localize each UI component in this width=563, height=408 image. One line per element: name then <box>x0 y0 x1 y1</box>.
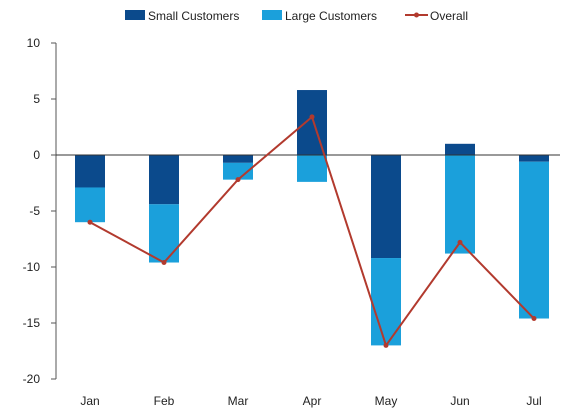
legend-item-large-customers: Large Customers <box>262 9 377 23</box>
x-tick-label: Jan <box>80 394 99 408</box>
bar-small-customers-may <box>371 155 401 259</box>
x-tick-label: Jul <box>526 394 541 408</box>
bar-large-customers-jul <box>519 161 549 319</box>
y-tick-label: -10 <box>23 260 41 274</box>
bar-large-customers-jan <box>75 187 105 223</box>
x-tick-label: Jun <box>450 394 469 408</box>
x-tick-label: Mar <box>228 394 249 408</box>
bar-small-customers-feb <box>149 155 179 205</box>
y-axis: 10 5 0 -5 -10 -15 -20 <box>23 36 57 386</box>
x-tick-label: Apr <box>303 394 322 408</box>
y-tick-label: -20 <box>23 372 41 386</box>
bar-small-customers-jul <box>519 155 549 162</box>
overall-point-jul <box>531 316 537 322</box>
bar-large-customers-jun <box>445 155 475 254</box>
bar-small-customers-jan <box>75 155 105 188</box>
legend-swatch-large-customers <box>262 10 282 20</box>
bar-small-customers-mar <box>223 155 253 163</box>
y-tick-label: -15 <box>23 316 41 330</box>
legend: Small Customers Large Customers Overall <box>125 9 468 23</box>
legend-marker-overall <box>414 12 419 18</box>
overall-point-jan <box>87 219 93 225</box>
legend-item-small-customers: Small Customers <box>125 9 239 23</box>
x-tick-label: Feb <box>154 394 175 408</box>
legend-swatch-small-customers <box>125 10 145 20</box>
legend-item-overall: Overall <box>405 9 468 23</box>
bar-large-customers-feb <box>149 204 179 263</box>
legend-label-overall: Overall <box>430 9 468 23</box>
overall-point-feb <box>161 260 167 266</box>
x-axis: Jan Feb Mar Apr May Jun Jul <box>80 394 541 408</box>
legend-label-large-customers: Large Customers <box>285 9 377 23</box>
y-tick-label: 10 <box>27 36 41 50</box>
overall-point-apr <box>309 114 315 120</box>
bar-small-customers-jun <box>445 143 475 155</box>
x-tick-label: May <box>375 394 398 408</box>
overall-point-mar <box>235 177 241 183</box>
overall-line-series <box>87 114 537 348</box>
overall-point-jun <box>457 239 463 245</box>
y-tick-label: 0 <box>33 148 40 162</box>
y-tick-label: -5 <box>29 204 40 218</box>
bar-large-customers-mar <box>223 162 253 180</box>
overall-point-may <box>383 342 389 348</box>
bars <box>75 90 549 346</box>
bar-small-customers-apr <box>297 90 327 155</box>
bar-large-customers-apr <box>297 155 327 182</box>
y-tick-label: 5 <box>33 92 40 106</box>
legend-label-small-customers: Small Customers <box>148 9 239 23</box>
